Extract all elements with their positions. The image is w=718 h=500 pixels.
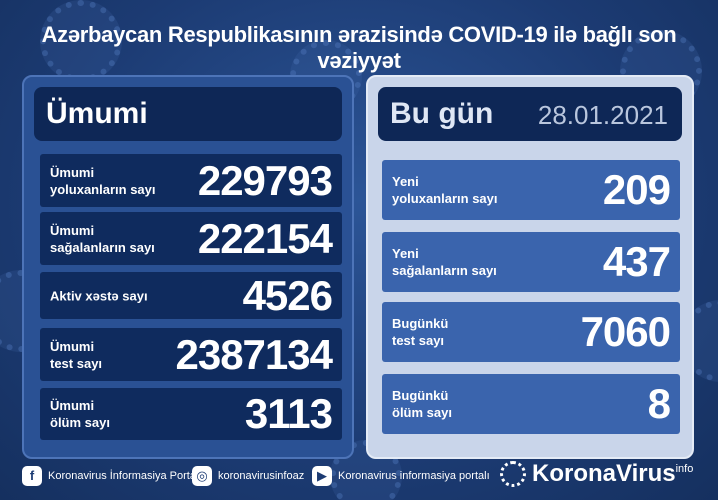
stat-label: Aktiv xəstə sayı — [50, 287, 148, 304]
label-line: Bugünkü — [392, 316, 449, 331]
youtube-link[interactable]: ▶ Koronavirus informasiya portalı — [312, 466, 490, 486]
icon: f — [22, 466, 42, 486]
stat-label: Ümumi test sayı — [50, 338, 102, 372]
stat-value: 8 — [647, 380, 671, 427]
brand-name: KoronaVirus — [532, 460, 676, 487]
link-text: Koronavirus İnformasiya Portalı — [48, 470, 202, 482]
date: 28.01.2021 — [537, 100, 668, 130]
stat-row: Bugünkü test sayı 7060 — [382, 302, 680, 362]
stat-label: Yeni yoluxanların sayı — [392, 173, 498, 207]
label-line: yoluxanların sayı — [50, 181, 156, 197]
label-line: sağalanların sayı — [50, 239, 155, 255]
stat-value: 229793 — [197, 156, 333, 204]
title: Azərbaycan Respublikasının ərazisində CO… — [41, 22, 677, 73]
label-line: Ümumi — [50, 164, 95, 180]
label-line: ölüm sayı — [392, 405, 452, 420]
label-line: yoluxanların sayı — [392, 191, 498, 206]
stat-row: Ümumi test sayı 2387134 — [40, 328, 342, 381]
stat-value: 222154 — [197, 214, 333, 262]
stat-value: 4526 — [242, 271, 333, 319]
label-line: Aktiv xəstə sayı — [50, 288, 148, 303]
total-panel: Ümumi Ümumi yoluxanların sayı 229793 Ümumi s… — [22, 75, 354, 459]
stat-value: 7060 — [580, 308, 671, 355]
logo: KoronaVirusinfo — [500, 460, 693, 488]
stat-row: Ümumi ölüm sayı 3113 — [40, 388, 342, 440]
stat-value: 437 — [602, 238, 671, 285]
icon: ▶ — [312, 466, 332, 486]
label-line: test sayı — [50, 355, 103, 371]
label-line: ölüm sayı — [50, 415, 110, 430]
brand-suffix: info — [675, 463, 694, 475]
stat-value: 209 — [602, 166, 671, 213]
panel-title: Ümumi — [46, 97, 148, 130]
panel-header: Ümumi — [34, 87, 342, 141]
stat-row: Aktiv xəstə sayı 4526 — [40, 272, 342, 319]
label-line: sağalanların sayı — [392, 263, 497, 278]
panel-title: Bu gün — [390, 97, 494, 130]
stat-label: Bugünkü test sayı — [392, 315, 448, 349]
stat-row: Ümumi sağalanların sayı 222154 — [40, 212, 342, 265]
link-text: koronavirusinfoaz — [218, 470, 305, 482]
icon: ◎ — [192, 466, 212, 486]
facebook-link[interactable]: f Koronavirus İnformasiya Portalı — [22, 466, 201, 486]
link-text: Koronavirus informasiya portalı — [338, 470, 490, 482]
logo-icon — [500, 461, 526, 487]
label-line: Yeni — [392, 246, 419, 261]
panel-header: Bu gün 28.01.2021 — [378, 87, 682, 141]
stat-value: 2387134 — [175, 330, 333, 378]
stat-row: Yeni yoluxanların sayı 209 — [382, 160, 680, 220]
label-line: Ümumi — [50, 222, 95, 238]
brand: KoronaVirusinfo — [532, 460, 693, 488]
stat-label: Ümumi sağalanların sayı — [50, 222, 155, 256]
label-line: test sayı — [392, 333, 445, 348]
stat-label: Ümumi yoluxanların sayı — [50, 164, 156, 198]
footer: f Koronavirus İnformasiya Portalı ◎ korona… — [0, 458, 718, 500]
stat-label: Bugünkü ölüm sayı — [392, 387, 452, 421]
stat-row: Ümumi yoluxanların sayı 229793 — [40, 154, 342, 207]
stat-row: Bugünkü ölüm sayı 8 — [382, 374, 680, 434]
label-line: Yeni — [392, 174, 419, 189]
label-line: Ümumi — [50, 338, 95, 354]
today-panel: Bu gün 28.01.2021 Yeni yoluxanların sayı 2… — [366, 75, 694, 459]
instagram-link[interactable]: ◎ koronavirusinfoaz — [192, 466, 304, 486]
label-line: Bugünkü — [392, 388, 449, 403]
stat-value: 3113 — [244, 390, 333, 437]
stat-row: Yeni sağalanların sayı 437 — [382, 232, 680, 292]
stat-label: Yeni sağalanların sayı — [392, 245, 497, 279]
label-line: Ümumi — [50, 398, 95, 413]
stat-label: Ümumi ölüm sayı — [50, 397, 110, 431]
